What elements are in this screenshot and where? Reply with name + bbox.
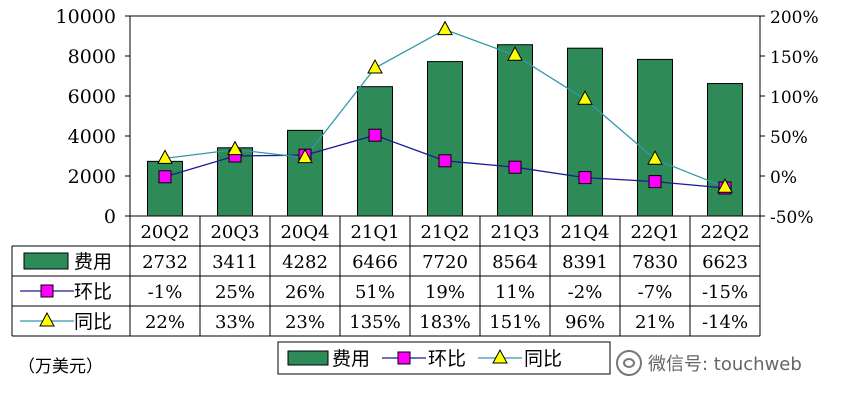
- table-value: 21%: [635, 312, 675, 333]
- table-value: 22%: [145, 312, 185, 333]
- table-series-name: 费用: [74, 251, 112, 273]
- category-label: 21Q1: [350, 222, 399, 243]
- table-value: 23%: [285, 312, 325, 333]
- data-table: 20Q2 20Q3 20Q4 21Q1 21Q2 21Q3 21Q4 22Q1 22Q2 费用 27…: [11, 215, 761, 337]
- category-label: 21Q3: [490, 222, 539, 243]
- table-value: -1%: [148, 282, 183, 303]
- table-value: 19%: [425, 282, 465, 303]
- table-value: 6466: [352, 252, 398, 273]
- square-marker: [578, 171, 592, 185]
- bar: [637, 58, 673, 217]
- table-value: 25%: [215, 282, 255, 303]
- table-value: -7%: [638, 282, 673, 303]
- square-marker: [368, 128, 382, 142]
- square-marker: [158, 170, 172, 184]
- y-right-tick-label: 200%: [770, 8, 819, 28]
- table-value: 8391: [562, 252, 608, 273]
- table-key-marker: [39, 311, 55, 327]
- legend-label: 环比: [428, 348, 466, 370]
- bar: [707, 83, 743, 217]
- legend-label: 费用: [332, 348, 370, 370]
- table-value: 51%: [355, 282, 395, 303]
- table-value: 26%: [285, 282, 325, 303]
- table-value: 33%: [215, 312, 255, 333]
- y-left-tick-label: 0: [104, 206, 116, 228]
- category-label: 22Q2: [700, 222, 749, 243]
- table-value: -15%: [702, 282, 748, 303]
- triangle-marker: [507, 46, 523, 61]
- bar-series: [147, 44, 743, 217]
- table-value: 2732: [142, 252, 188, 273]
- category-label: 21Q2: [420, 222, 469, 243]
- category-label: 21Q4: [560, 222, 609, 243]
- legend-box: [277, 341, 611, 375]
- table-key-marker: [40, 284, 54, 298]
- table-value: 6623: [702, 252, 748, 273]
- triangle-marker: [227, 140, 243, 156]
- unit-label: （万美元）: [18, 357, 103, 377]
- y-right-tick-label: 50%: [770, 128, 808, 148]
- square-marker: [508, 160, 522, 174]
- triangle-marker: [157, 149, 173, 164]
- y-left-tick-label: 6000: [68, 86, 116, 108]
- square-marker: [438, 154, 452, 168]
- table-value: 7830: [632, 252, 678, 273]
- table-value: -2%: [568, 282, 603, 303]
- triangle-marker: [367, 58, 383, 74]
- legend-marker: [397, 351, 411, 365]
- triangle-marker: [437, 20, 453, 36]
- y-left-tick-label: 4000: [68, 126, 116, 148]
- table-series-name: 环比: [74, 281, 112, 303]
- axes: 0 2000 4000 6000 8000 10000 -50% 0% 50% 100% 150% 2…: [56, 6, 819, 228]
- bar: [427, 61, 463, 217]
- table-value: 96%: [565, 312, 605, 333]
- y-left-tick-label: 2000: [68, 166, 116, 188]
- watermark-text: 微信号: touchweb: [648, 354, 802, 375]
- line-series: [157, 20, 733, 195]
- bar: [357, 86, 393, 217]
- legend-label: 同比: [524, 348, 562, 370]
- table-value: 7720: [422, 252, 468, 273]
- table-key-swatch: [23, 252, 69, 270]
- triangle-marker: [717, 178, 733, 193]
- table-value: 135%: [349, 312, 400, 333]
- category-label: 20Q4: [280, 222, 329, 243]
- category-label: 20Q3: [210, 222, 259, 243]
- wechat-icon: [616, 350, 642, 376]
- watermark: 微信号: touchweb: [616, 350, 802, 376]
- triangle-marker: [647, 150, 663, 165]
- table-value: -14%: [702, 312, 748, 333]
- legend-marker: [492, 348, 508, 364]
- bar: [287, 129, 323, 217]
- table-value: 183%: [419, 312, 470, 333]
- y-right-tick-label: 150%: [770, 48, 819, 68]
- square-marker: [648, 175, 662, 189]
- table-value: 4282: [282, 252, 328, 273]
- bar: [497, 44, 533, 217]
- table-value: 151%: [489, 312, 540, 333]
- bar: [567, 47, 603, 217]
- category-label: 20Q2: [140, 222, 189, 243]
- y-right-tick-label: 0%: [770, 168, 797, 188]
- triangle-marker: [297, 148, 313, 164]
- legend: 费用 环比 同比: [277, 341, 611, 375]
- y-right-tick-label: -50%: [770, 208, 814, 228]
- y-right-tick-label: 100%: [770, 88, 819, 108]
- table-value: 8564: [492, 252, 538, 273]
- table-value: 11%: [495, 282, 535, 303]
- legend-swatch: [287, 350, 329, 366]
- y-left-tick-label: 8000: [68, 46, 116, 68]
- table-value: 3411: [212, 252, 258, 273]
- bar: [147, 160, 183, 217]
- y-left-tick-label: 10000: [56, 6, 116, 28]
- table-series-name: 同比: [74, 311, 112, 333]
- category-label: 22Q1: [630, 222, 679, 243]
- triangle-marker: [577, 90, 593, 105]
